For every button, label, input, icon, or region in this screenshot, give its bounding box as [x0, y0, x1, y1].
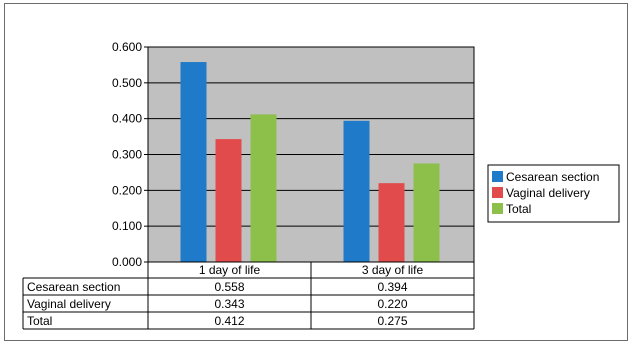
table-cell-value: 0.394: [377, 280, 407, 294]
legend-swatch-vaginal-delivery: [492, 187, 503, 198]
y-tick-label: 0.500: [112, 76, 142, 90]
legend-box: [487, 164, 620, 223]
table-cell-value: 0.558: [214, 280, 244, 294]
legend-label: Vaginal delivery: [506, 186, 590, 200]
bar-vaginal-delivery-2: [378, 183, 405, 262]
legend-label: Total: [506, 202, 531, 216]
legend-swatch-total: [492, 203, 503, 214]
legend-swatch-cesarean-section: [492, 171, 503, 182]
table-cell-value: 0.343: [214, 297, 244, 311]
y-tick-label: 0.000: [112, 255, 142, 269]
bar-total-2: [413, 163, 440, 262]
y-tick-label: 0.200: [112, 183, 142, 197]
bar-cesarean-section-1: [180, 62, 207, 262]
y-tick-label: 0.600: [112, 40, 142, 54]
category-label: 1 day of life: [199, 263, 261, 277]
bar-total-1: [250, 114, 277, 262]
legend-label: Cesarean section: [506, 170, 599, 184]
table-row-label: Total: [27, 314, 52, 328]
table-row-label: Cesarean section: [27, 280, 120, 294]
table-cell-value: 0.220: [377, 297, 407, 311]
table-cell-value: 0.275: [377, 314, 407, 328]
table-row-label: Vaginal delivery: [27, 297, 111, 311]
y-tick-label: 0.300: [112, 148, 142, 162]
y-tick-label: 0.100: [112, 219, 142, 233]
category-label: 3 day of life: [362, 263, 424, 277]
y-tick-label: 0.400: [112, 112, 142, 126]
table-cell-value: 0.412: [214, 314, 244, 328]
bar-vaginal-delivery-1: [215, 139, 242, 262]
bar-cesarean-section-2: [343, 120, 370, 262]
